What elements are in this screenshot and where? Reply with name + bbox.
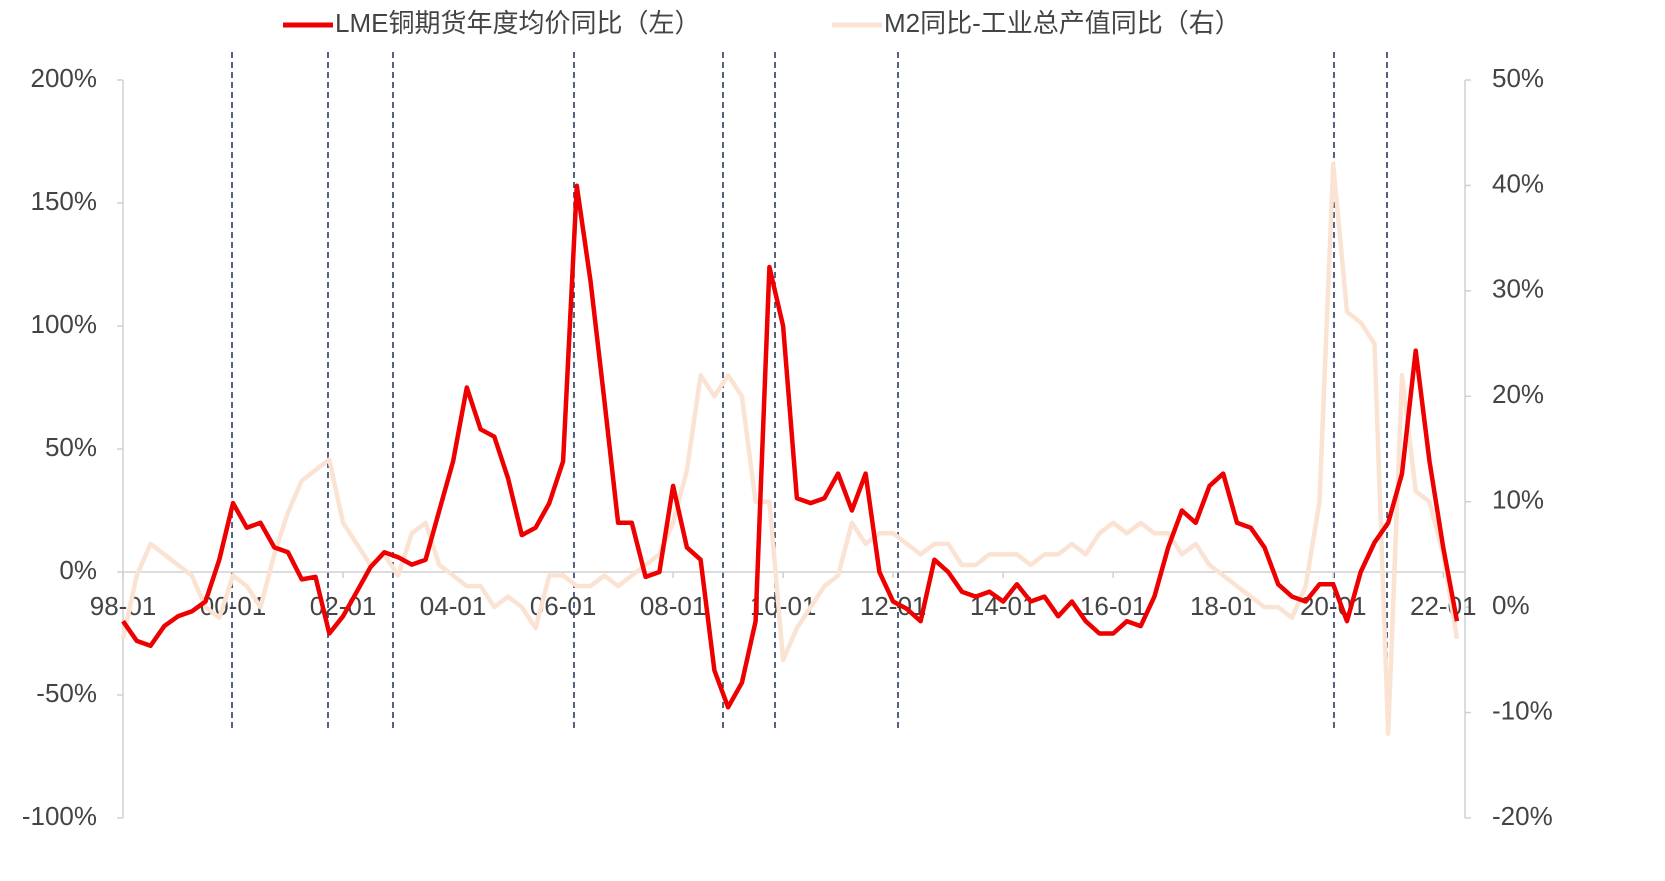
y2-tick-label: -20% [1492,801,1553,831]
y2-tick-label: 40% [1492,168,1544,198]
legend-label: LME铜期货年度均价同比（左） [335,8,700,38]
y-tick-label: 50% [45,432,97,462]
y2-tick-label: 10% [1492,485,1544,515]
x-tick-label: 18-01 [1190,591,1257,621]
y-tick-label: 100% [31,309,98,339]
x-tick-label: 08-01 [640,591,707,621]
y-tick-label: 150% [31,186,98,216]
reference-lines [231,52,1388,730]
x-tick-label: 16-01 [1080,591,1147,621]
y-tick-label: 200% [31,63,98,93]
y2-tick-label: -10% [1492,695,1553,725]
legend-label: M2同比-工业总产值同比（右） [884,8,1241,38]
y2-tick-label: 30% [1492,274,1544,304]
y2-tick-label: 50% [1492,63,1544,93]
x-tick-label: 98-01 [90,591,157,621]
y-tick-label: -100% [22,801,97,831]
y-tick-label: 0% [59,555,97,585]
y-tick-label: -50% [36,678,97,708]
series-line [120,162,1460,736]
x-tick-label: 22-01 [1410,591,1477,621]
y2-tick-label: 20% [1492,379,1544,409]
x-tick-label: 04-01 [420,591,487,621]
y2-tick-label: 0% [1492,590,1530,620]
series-line [121,183,1460,710]
